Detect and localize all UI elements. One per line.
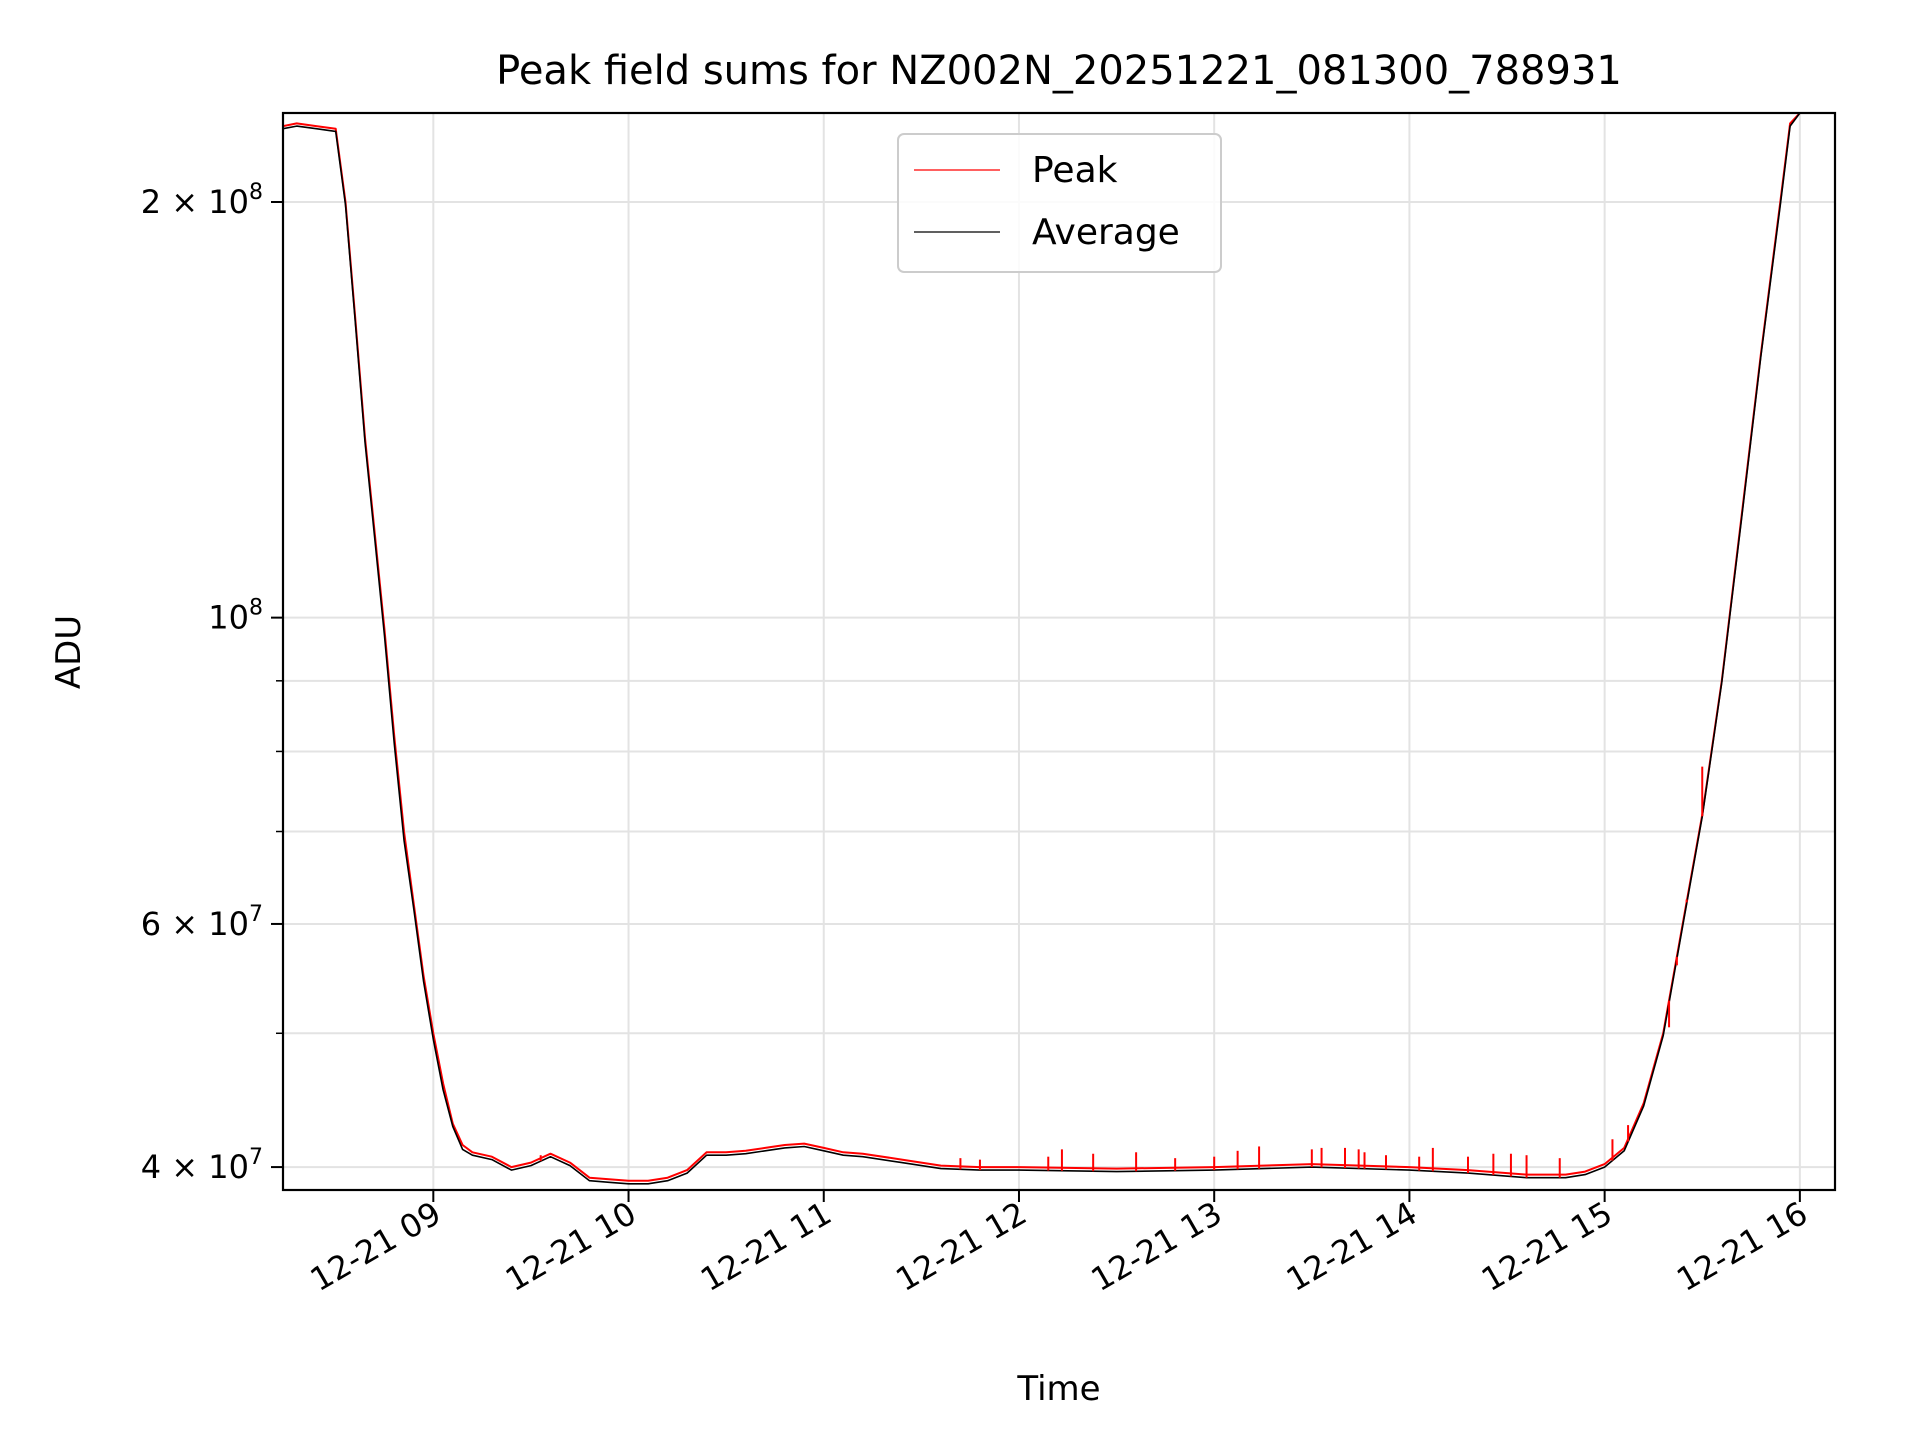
legend-box: [897, 133, 1222, 273]
y-tick-label-2: 108: [208, 596, 263, 637]
legend-peak-label: Peak: [1032, 150, 1118, 191]
y-tick-label-3: 2 × 108: [141, 180, 263, 221]
series-line-average: [283, 113, 1801, 1185]
series-line-peak: [283, 113, 1801, 1182]
legend: Peak Average: [897, 133, 1222, 273]
series-group: [283, 113, 1801, 1185]
y-tick-label-0: 4 × 107: [141, 1145, 263, 1186]
grid: [283, 113, 1835, 1190]
x-axis-label: Time: [1016, 1369, 1100, 1409]
y-tick-label-1: 6 × 107: [141, 902, 263, 943]
legend-average-label: Average: [1032, 212, 1180, 253]
y-axis-label: ADU: [49, 615, 89, 689]
y-axis: 4 × 107 6 × 107 108 2 × 108: [141, 180, 283, 1186]
plot-frame: [281, 111, 1837, 1192]
chart-title: Peak field sums for NZ002N_20251221_0813…: [496, 48, 1622, 94]
